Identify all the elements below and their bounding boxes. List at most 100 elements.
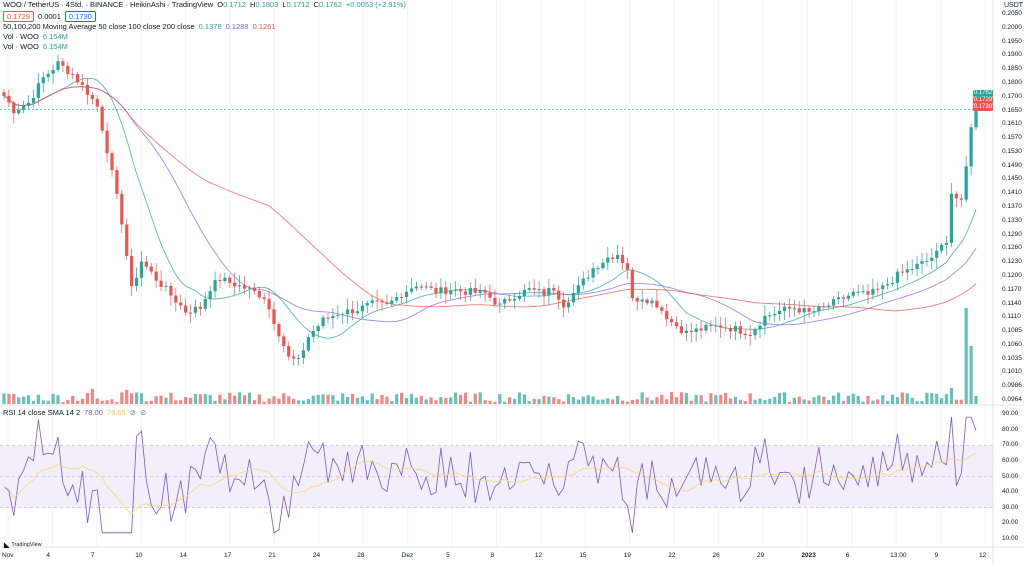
time-axis-label: 17 [224, 552, 232, 559]
volume-bar [414, 397, 418, 404]
candle-body [679, 326, 684, 334]
rsi-legend[interactable]: RSI 14 close SMA 14 2 78.00 76.65 ⊘ ⊘ [3, 408, 146, 418]
candle-body [395, 297, 399, 301]
candle-body [758, 325, 762, 329]
volume-bar [149, 400, 153, 404]
price-axis-label: 0.1290 [1002, 230, 1022, 238]
tradingview-logo[interactable]: ◣ TradingView [4, 542, 42, 549]
volume-bar [267, 398, 271, 404]
volume-bar [670, 392, 674, 404]
volume-bar [287, 396, 291, 404]
volume-bar [822, 396, 826, 404]
volume-bar [620, 400, 625, 404]
candle-body [581, 278, 585, 286]
vol-value-1: 6.154M [42, 32, 68, 41]
price-axis-label: 0.1370 [1002, 203, 1022, 210]
candle-body [90, 94, 94, 99]
candle-body [827, 305, 831, 307]
candle-body [832, 299, 836, 306]
candle-body [208, 291, 212, 299]
volume-bar [218, 394, 222, 404]
candle-body [2, 92, 6, 96]
candle-body [802, 308, 806, 313]
bid-box[interactable]: 0.1729 [3, 11, 34, 22]
candle-body [321, 317, 325, 327]
volume-bar [910, 397, 914, 404]
candle-body [630, 269, 634, 299]
volume-bar [341, 393, 345, 404]
ma-legend[interactable]: 50,100,200 Moving Average 50 close 100 c… [3, 22, 276, 32]
vol-legend-1[interactable]: Vol · WOO 6.154M [3, 32, 68, 42]
ask-box[interactable]: 0.1730 [64, 11, 96, 22]
candle-body [709, 324, 713, 326]
volume-bar [753, 399, 757, 404]
volume-bar [213, 401, 217, 404]
candle-body [684, 330, 688, 334]
volume-bar [959, 399, 963, 404]
candle-body [954, 193, 958, 199]
candle-body [817, 306, 821, 312]
volume-bar [404, 397, 409, 404]
candle-body [179, 302, 183, 306]
candle-body [861, 291, 865, 293]
candle-body [385, 302, 389, 304]
volume-bar [841, 401, 846, 404]
candle-body [444, 287, 448, 295]
candle-body [704, 324, 708, 331]
candle-body [714, 325, 718, 327]
candle-body [331, 315, 335, 319]
time-axis-label: 12 [979, 552, 987, 559]
price-axis-label: 0.1260 [1002, 244, 1022, 252]
candle-body [125, 224, 129, 257]
candle-body [856, 291, 860, 293]
volume-bar [208, 395, 212, 404]
settings-icon[interactable]: ⊘ [139, 408, 147, 417]
volume-bar [571, 397, 576, 404]
candle-body [188, 312, 193, 314]
candle-body [41, 77, 45, 84]
rsi-ma-value: 76.65 [106, 408, 126, 417]
volume-bar [807, 400, 811, 404]
volume-bar [576, 399, 580, 404]
candle-body [915, 263, 919, 270]
price-axis-label: 0.1850 [1002, 65, 1022, 73]
candle-body [871, 288, 875, 295]
volume-bar [380, 394, 384, 404]
volume-bar [679, 392, 684, 404]
candle-body [404, 291, 409, 298]
eye-icon[interactable]: ⊘ [129, 408, 136, 417]
candle-body [822, 306, 826, 308]
candle-body [925, 260, 929, 262]
candle-body [508, 299, 512, 301]
volume-bar [51, 393, 55, 404]
ma-label: 50,100,200 Moving Average 50 close 100 c… [3, 22, 195, 31]
candle-body [375, 300, 379, 302]
symbol-legend[interactable]: WOO / TetherUS · 4Std. · BINANCE · Heiki… [3, 0, 406, 10]
candle-body [71, 73, 75, 75]
candle-body [360, 305, 364, 312]
candle-body [193, 306, 198, 313]
price-axis-label: 0.1230 [1002, 258, 1022, 266]
candle-body [660, 307, 664, 311]
volume-bar [547, 396, 551, 404]
candle-body [571, 292, 576, 303]
candle-body [247, 287, 252, 289]
time-axis-label: 26 [712, 552, 720, 559]
volume-bar [699, 395, 703, 404]
candle-body [625, 263, 630, 270]
candle-body [743, 333, 747, 336]
volume-bar [95, 398, 99, 404]
rsi-value: 78.00 [84, 408, 103, 417]
volume-bar [306, 399, 310, 404]
candle-body [130, 256, 134, 287]
volume-bar [468, 401, 472, 404]
volume-bar [689, 400, 693, 404]
volume-bar [503, 401, 507, 404]
volume-bar [709, 393, 713, 404]
time-axis-label: 22 [668, 552, 676, 559]
vol-legend-2[interactable]: Vol · WOO 6.154M [3, 42, 68, 52]
candle-body [458, 289, 463, 292]
ma200-value: 0.1261 [252, 22, 276, 31]
volume-bar [478, 392, 482, 404]
